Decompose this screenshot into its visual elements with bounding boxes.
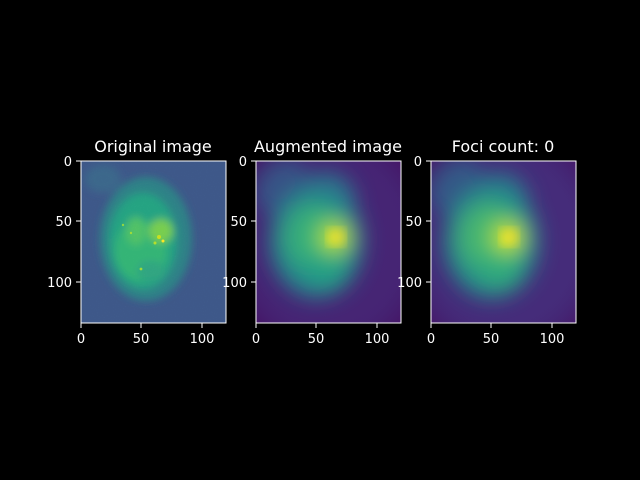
axes-frame — [80, 160, 227, 324]
y-tick-label: 100 — [397, 276, 422, 291]
y-tick-label: 50 — [55, 215, 72, 230]
y-axis: 0 50 100 — [222, 155, 256, 291]
x-tick-label: 50 — [133, 332, 150, 347]
panel-title: Foci count: 0 — [452, 137, 555, 156]
panel-augmented: Augmented image 0 50 100 — [222, 137, 402, 347]
x-tick-label: 50 — [483, 332, 500, 347]
y-axis: 0 50 100 — [47, 155, 81, 291]
panel-foci: Foci count: 0 0 50 100 — [397, 137, 577, 347]
image-foci — [431, 161, 576, 323]
panel-title: Original image — [94, 137, 212, 156]
y-tick-label: 100 — [47, 276, 72, 291]
y-axis: 0 50 100 — [397, 155, 431, 291]
y-tick-label: 0 — [64, 155, 72, 170]
panel-original: Original image 0 — [47, 137, 227, 347]
y-tick-label: 50 — [405, 215, 422, 230]
panel-title: Augmented image — [254, 137, 402, 156]
x-tick-label: 100 — [365, 332, 390, 347]
x-tick-label: 0 — [427, 332, 435, 347]
x-tick-label: 0 — [252, 332, 260, 347]
y-tick-label: 100 — [222, 276, 247, 291]
axes-frame — [430, 160, 577, 324]
x-tick-label: 0 — [77, 332, 85, 347]
x-tick-label: 50 — [308, 332, 325, 347]
axes-frame — [255, 160, 402, 324]
image-augmented — [256, 161, 401, 323]
y-tick-label: 0 — [414, 155, 422, 170]
x-axis: 0 50 100 — [427, 323, 565, 347]
y-tick-label: 50 — [230, 215, 247, 230]
x-axis: 0 50 100 — [77, 323, 215, 347]
x-tick-label: 100 — [190, 332, 215, 347]
image-original — [81, 161, 226, 323]
x-axis: 0 50 100 — [252, 323, 390, 347]
y-tick-label: 0 — [239, 155, 247, 170]
x-tick-label: 100 — [540, 332, 565, 347]
